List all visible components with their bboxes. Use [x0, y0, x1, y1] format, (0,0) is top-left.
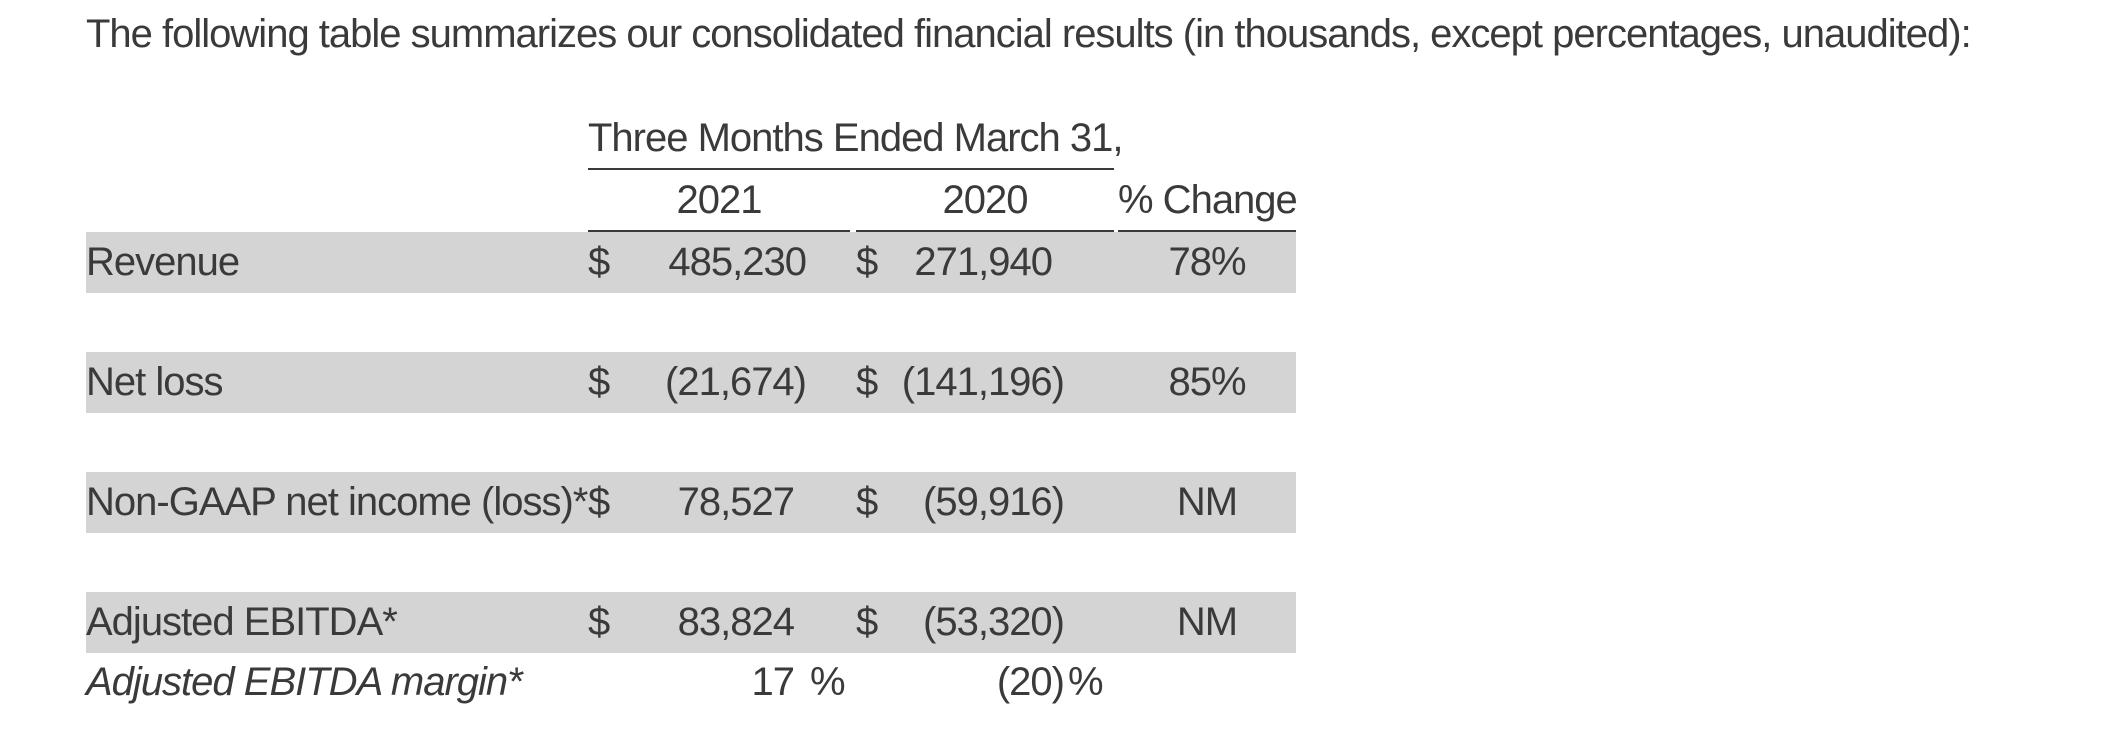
intro-paragraph: The following table summarizes our conso… — [86, 12, 1972, 56]
value-2021: 83,824 — [677, 600, 795, 644]
value-2020: 271,940 — [914, 240, 1053, 284]
value-2020: (59,916) — [923, 480, 1065, 524]
currency-symbol: $ — [588, 240, 610, 284]
currency-symbol: $ — [588, 600, 610, 644]
currency-symbol: $ — [588, 360, 610, 404]
currency-symbol: $ — [856, 480, 878, 524]
value-2020: (53,320) — [923, 600, 1065, 644]
row-label: Non-GAAP net income (loss)* — [86, 480, 588, 524]
margin-percent-2021: % — [810, 660, 846, 704]
column-header-2020: 2020 — [942, 178, 1029, 222]
row-shading — [86, 592, 1296, 653]
column-rule-2020 — [856, 230, 1114, 232]
currency-symbol: $ — [856, 360, 878, 404]
row-label: Revenue — [86, 240, 240, 284]
margin-value-2020: (20) — [996, 660, 1065, 704]
value-2021: 485,230 — [668, 240, 807, 284]
column-header-change: % Change — [1118, 178, 1298, 222]
row-shading — [86, 352, 1296, 413]
row-shading — [86, 232, 1296, 293]
currency-symbol: $ — [588, 480, 610, 524]
change-value: 78% — [1168, 240, 1246, 284]
period-header: Three Months Ended March 31, — [588, 116, 1124, 160]
period-header-rule — [588, 168, 1114, 170]
change-value: NM — [1176, 480, 1238, 524]
row-label: Adjusted EBITDA* — [86, 600, 398, 644]
currency-symbol: $ — [856, 240, 878, 284]
value-2021: 78,527 — [677, 480, 795, 524]
row-label: Net loss — [86, 360, 223, 404]
value-2020: (141,196) — [901, 360, 1065, 404]
margin-percent-2020: % — [1068, 660, 1104, 704]
change-value: NM — [1176, 600, 1238, 644]
change-value: 85% — [1168, 360, 1246, 404]
row-shading — [86, 472, 1296, 533]
column-header-2021: 2021 — [676, 178, 763, 222]
currency-symbol: $ — [856, 600, 878, 644]
column-rule-change — [1118, 230, 1296, 232]
column-rule-2021 — [588, 230, 850, 232]
value-2021: (21,674) — [665, 360, 807, 404]
margin-row-label: Adjusted EBITDA margin* — [86, 660, 523, 704]
margin-value-2021: 17 — [751, 660, 796, 704]
